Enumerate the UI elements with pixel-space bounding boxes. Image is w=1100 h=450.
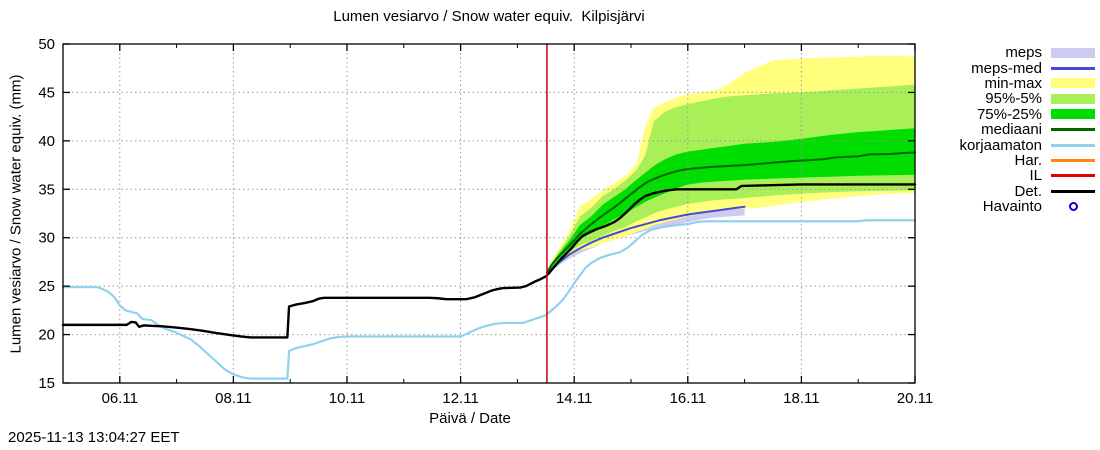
legend-line-swatch	[1051, 158, 1095, 162]
legend-swatch-band	[1051, 93, 1095, 104]
x-tick-label: 12.11	[442, 390, 478, 407]
legend-band-swatch	[1051, 109, 1095, 120]
legend-item-meps-med: meps-med	[959, 59, 1095, 77]
x-tick-label: 06.11	[102, 390, 138, 407]
legend-label: Har.	[1014, 151, 1042, 169]
legend-line-swatch	[1051, 66, 1095, 70]
legend-item-havainto: Havainto	[959, 199, 1095, 214]
legend-label: 95%-5%	[985, 90, 1042, 108]
y-tick-label: 45	[38, 84, 55, 101]
legend-line-swatch	[1051, 189, 1095, 193]
y-tick-label: 25	[38, 278, 55, 295]
legend-swatch-line	[1051, 66, 1095, 70]
legend-band-swatch	[1051, 47, 1095, 58]
legend-swatch-line	[1051, 189, 1095, 193]
legend-item-mediaani: mediaani	[959, 122, 1095, 137]
x-tick-label: 16.11	[670, 390, 706, 407]
chart-title: Lumen vesiarvo / Snow water equiv. Kilpi…	[333, 8, 645, 25]
meps-med-line	[545, 205, 746, 274]
legend-label: 75%-25%	[976, 105, 1042, 123]
legend-item-min-max: min-max	[959, 76, 1095, 91]
korjaamaton-line	[61, 219, 917, 380]
x-tick-label: 10.11	[329, 390, 365, 407]
y-tick-label: 20	[38, 327, 55, 344]
y-tick-label: 40	[38, 133, 55, 150]
observation-marker-icon	[1068, 202, 1078, 212]
legend-band-swatch	[1051, 93, 1095, 104]
y-tick-label: 30	[38, 230, 55, 247]
legend-item-95-5-: 95%-5%	[959, 91, 1095, 106]
legend-label: min-max	[984, 74, 1042, 92]
legend-item-meps: meps	[959, 45, 1095, 60]
legend-band-swatch	[1051, 78, 1095, 89]
mediaani-line	[545, 151, 916, 274]
legend-label: Det.	[1014, 182, 1042, 200]
legend-line-swatch	[1051, 128, 1095, 132]
legend-swatch-band	[1051, 47, 1095, 58]
meps-band	[546, 203, 745, 274]
legend-label: IL	[1029, 167, 1042, 185]
legend-label: meps	[1005, 44, 1042, 62]
x-axis-label: Päivä / Date	[429, 410, 511, 427]
legend-line-swatch	[1051, 143, 1095, 147]
legend-label: mediaani	[981, 121, 1042, 139]
legend-label: korjaamaton	[959, 136, 1042, 154]
y-tick-label: 50	[38, 36, 55, 53]
x-tick-label: 08.11	[215, 390, 251, 407]
plot-border	[62, 43, 916, 384]
legend-label: Havainto	[982, 198, 1042, 216]
legend-swatch-band	[1051, 78, 1095, 89]
x-tick-label: 18.11	[783, 390, 819, 407]
x-tick-label: 20.11	[897, 390, 933, 407]
legend-swatch-line	[1051, 174, 1095, 178]
legend: meps meps-med min-max 95%-5% 75%-25% mediaani…	[959, 45, 1095, 214]
legend-label: meps-med	[971, 59, 1042, 77]
legend-swatch-line	[1051, 158, 1095, 162]
y-tick-label: 35	[38, 181, 55, 198]
legend-item-har-: Har.	[959, 153, 1095, 168]
legend-item-il: IL	[959, 168, 1095, 183]
legend-swatch-band	[1051, 109, 1095, 120]
generation-timestamp: 2025-11-13 13:04:27 EET	[8, 429, 180, 446]
x-tick-label: 14.11	[556, 390, 592, 407]
legend-item-korjaamaton: korjaamaton	[959, 136, 1095, 154]
legend-swatch-line	[1051, 128, 1095, 132]
Det.-line	[61, 183, 917, 339]
legend-swatch-point	[1051, 202, 1095, 212]
75%-25%-band	[546, 128, 915, 273]
legend-swatch-line	[1051, 143, 1095, 147]
legend-item-75-25-: 75%-25%	[959, 107, 1095, 122]
y-tick-label: 15	[38, 375, 55, 392]
legend-item-det-: Det.	[959, 184, 1095, 199]
legend-line-swatch	[1051, 174, 1095, 178]
